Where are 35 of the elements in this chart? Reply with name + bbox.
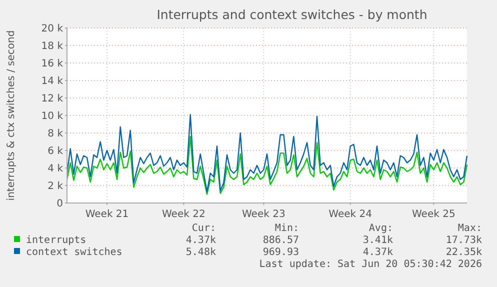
y-tick-label: 0 bbox=[56, 198, 63, 210]
legend-label: interrupts bbox=[26, 235, 86, 246]
text: 3.41k bbox=[362, 235, 393, 246]
y-tick-label: 4 k bbox=[48, 164, 64, 174]
x-tick-label: Week 24 bbox=[328, 209, 372, 220]
y-tick-label: 16 k bbox=[41, 58, 64, 70]
text: Max: bbox=[458, 223, 482, 234]
text: 4.37k bbox=[362, 247, 393, 258]
text: 969.93 bbox=[262, 247, 299, 258]
text: 5.48k bbox=[186, 247, 216, 258]
chart-title: Interrupts and context switches - by month bbox=[156, 7, 428, 22]
text: 886.57 bbox=[262, 235, 299, 246]
y-tick-label: 6 k bbox=[48, 146, 64, 157]
text: 22.35k bbox=[446, 247, 482, 258]
y-tick-label: 10 k bbox=[41, 111, 64, 122]
text: 4.37k bbox=[186, 235, 216, 246]
y-axis-title: interrupts & ctx switches / second bbox=[6, 30, 17, 201]
line-series bbox=[66, 114, 468, 192]
x-tick-label: Week 25 bbox=[412, 209, 456, 220]
text: Min: bbox=[274, 223, 299, 234]
x-tick-label: Week 22 bbox=[162, 209, 206, 220]
text: Last update: Sat Jun 20 05:30:42 2026 bbox=[259, 259, 482, 270]
y-tick-label: 18 k bbox=[41, 41, 64, 52]
text: Cur: bbox=[192, 223, 216, 234]
text: 17.73k bbox=[446, 235, 482, 246]
line-series bbox=[66, 136, 468, 195]
x-tick-label: Week 23 bbox=[242, 209, 286, 220]
y-tick-label: 8 k bbox=[48, 128, 64, 140]
y-tick-label: 2 k bbox=[48, 181, 64, 192]
y-tick-label: 12 k bbox=[41, 94, 64, 104]
x-tick-label: Week 21 bbox=[85, 209, 129, 220]
y-tick-label: 20 k bbox=[41, 24, 64, 34]
text: Avg: bbox=[368, 223, 393, 234]
y-tick-label: 14 k bbox=[41, 76, 64, 87]
legend-label: context switches bbox=[26, 247, 122, 258]
